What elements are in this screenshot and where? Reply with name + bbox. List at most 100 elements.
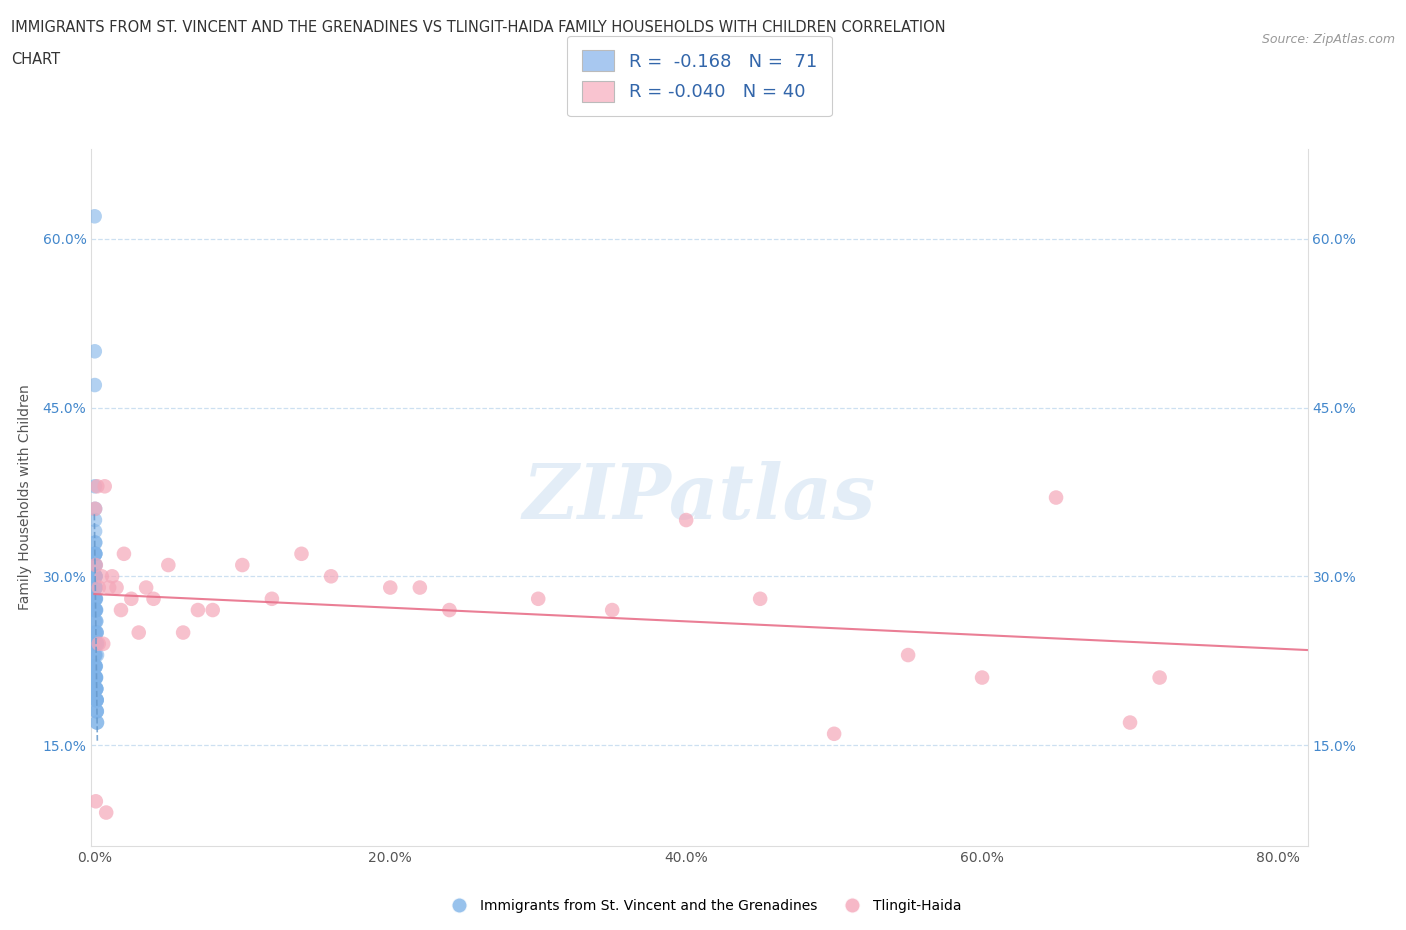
- Legend: Immigrants from St. Vincent and the Grenadines, Tlingit-Haida: Immigrants from St. Vincent and the Gren…: [439, 894, 967, 919]
- Point: [84, 658, 107, 673]
- Point: [84, 524, 107, 538]
- Point: [84, 591, 107, 606]
- Point: [110, 603, 132, 618]
- Point: [260, 591, 283, 606]
- Point: [93, 479, 115, 494]
- Point: [84, 591, 107, 606]
- Point: [84, 671, 107, 685]
- Point: [86, 625, 108, 640]
- Point: [157, 558, 180, 573]
- Point: [84, 558, 107, 573]
- Point: [319, 569, 342, 584]
- Point: [120, 591, 142, 606]
- Y-axis label: Family Households with Children: Family Households with Children: [17, 385, 31, 610]
- Point: [172, 625, 194, 640]
- Point: [290, 546, 312, 561]
- Point: [84, 546, 107, 561]
- Point: [84, 603, 107, 618]
- Point: [86, 704, 108, 719]
- Point: [823, 726, 845, 741]
- Point: [90, 569, 112, 584]
- Point: [84, 558, 107, 573]
- Point: [84, 603, 107, 618]
- Point: [84, 580, 107, 595]
- Text: ZIPatlas: ZIPatlas: [523, 460, 876, 535]
- Point: [84, 658, 107, 673]
- Point: [84, 546, 107, 561]
- Point: [84, 636, 107, 651]
- Point: [84, 671, 107, 685]
- Point: [84, 569, 107, 584]
- Point: [84, 569, 107, 584]
- Point: [142, 591, 165, 606]
- Point: [87, 580, 110, 595]
- Point: [84, 535, 107, 550]
- Point: [84, 580, 107, 595]
- Legend: R =  -0.168   N =  71, R = -0.040   N = 40: R = -0.168 N = 71, R = -0.040 N = 40: [568, 35, 831, 116]
- Point: [84, 591, 107, 606]
- Point: [84, 512, 107, 527]
- Point: [83, 647, 105, 662]
- Point: [84, 794, 107, 809]
- Point: [187, 603, 209, 618]
- Point: [84, 658, 107, 673]
- Point: [84, 535, 107, 550]
- Point: [84, 693, 107, 708]
- Text: CHART: CHART: [11, 52, 60, 67]
- Point: [749, 591, 772, 606]
- Point: [84, 569, 107, 584]
- Point: [86, 715, 108, 730]
- Point: [84, 614, 107, 629]
- Point: [86, 647, 108, 662]
- Point: [84, 558, 107, 573]
- Point: [380, 580, 402, 595]
- Point: [84, 647, 107, 662]
- Point: [112, 546, 135, 561]
- Point: [84, 671, 107, 685]
- Point: [1045, 490, 1067, 505]
- Point: [84, 501, 107, 516]
- Point: [87, 636, 110, 651]
- Point: [84, 569, 107, 584]
- Point: [86, 625, 108, 640]
- Point: [231, 558, 253, 573]
- Point: [98, 580, 121, 595]
- Point: [84, 625, 107, 640]
- Point: [86, 704, 108, 719]
- Point: [105, 580, 128, 595]
- Point: [128, 625, 150, 640]
- Point: [84, 682, 107, 697]
- Point: [83, 209, 105, 224]
- Point: [1119, 715, 1142, 730]
- Point: [86, 479, 108, 494]
- Point: [84, 614, 107, 629]
- Point: [201, 603, 224, 618]
- Point: [83, 625, 105, 640]
- Point: [600, 603, 623, 618]
- Point: [409, 580, 432, 595]
- Point: [84, 682, 107, 697]
- Point: [970, 671, 993, 685]
- Point: [84, 546, 107, 561]
- Point: [86, 693, 108, 708]
- Point: [84, 603, 107, 618]
- Point: [84, 501, 107, 516]
- Point: [86, 693, 108, 708]
- Point: [86, 704, 108, 719]
- Point: [527, 591, 550, 606]
- Point: [84, 671, 107, 685]
- Point: [96, 805, 118, 820]
- Point: [84, 671, 107, 685]
- Point: [897, 647, 920, 662]
- Point: [91, 636, 114, 651]
- Point: [439, 603, 461, 618]
- Point: [84, 658, 107, 673]
- Point: [83, 378, 105, 392]
- Point: [84, 682, 107, 697]
- Point: [84, 479, 107, 494]
- Text: Source: ZipAtlas.com: Source: ZipAtlas.com: [1261, 33, 1395, 46]
- Point: [86, 636, 108, 651]
- Point: [84, 693, 107, 708]
- Point: [1149, 671, 1171, 685]
- Point: [84, 682, 107, 697]
